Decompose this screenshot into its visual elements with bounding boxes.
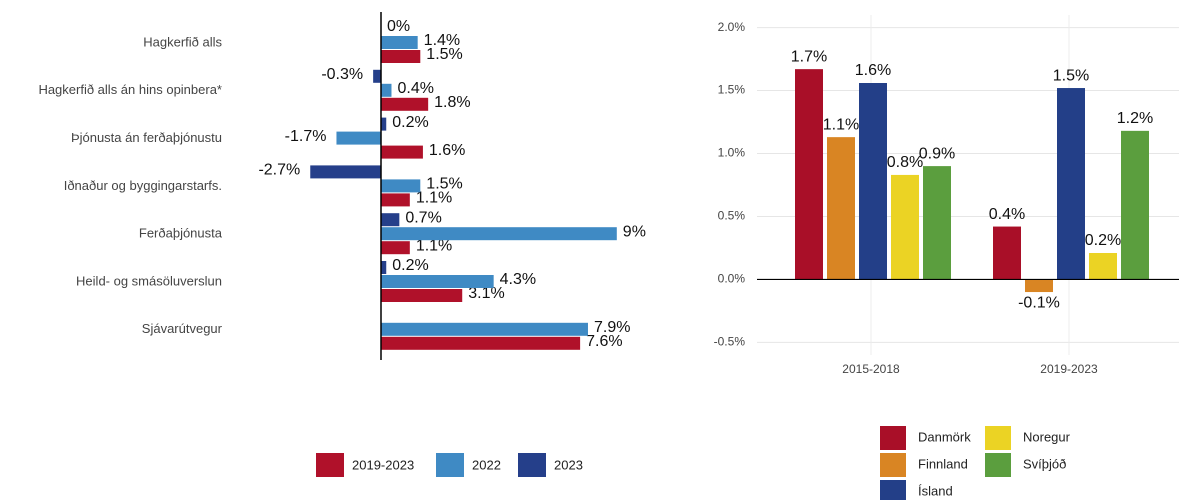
y-tick-label: 2.0% (718, 20, 746, 34)
bar (381, 50, 421, 63)
legend-swatch (985, 426, 1011, 450)
value-label: 0.7% (405, 209, 441, 226)
bar (381, 289, 463, 302)
bar (381, 322, 588, 336)
bar (381, 117, 387, 131)
value-label: -2.7% (258, 162, 300, 179)
value-label: 1.2% (1117, 110, 1153, 127)
legend-label: Svíþjóð (1023, 456, 1066, 471)
bar (827, 137, 855, 280)
legend-swatch (985, 453, 1011, 477)
category-label: Iðnaður og byggingarstarfs. (64, 178, 222, 193)
bar (993, 226, 1021, 280)
category-label: Þjónusta án ferðaþjónustu (71, 130, 222, 145)
value-label: 0.8% (887, 154, 923, 171)
category-label: Ferðaþjónusta (139, 226, 223, 241)
category-label: Hagkerfið alls án hins opinbera* (38, 82, 222, 97)
bar (381, 36, 418, 49)
legend-label: 2023 (554, 457, 583, 472)
legend-swatch (880, 426, 906, 450)
bar (381, 336, 581, 350)
legend-swatch (518, 453, 546, 477)
value-label: 0% (387, 18, 410, 35)
bar (795, 69, 823, 280)
bar (859, 83, 887, 280)
legend-swatch (436, 453, 464, 477)
value-label: 1.5% (1053, 67, 1089, 84)
bar (381, 213, 400, 227)
legend-label: Noregur (1023, 429, 1071, 444)
x-tick-label: 2019-2023 (1040, 362, 1098, 376)
value-label: -0.3% (321, 66, 363, 83)
bar (1025, 279, 1053, 293)
legend-swatch (880, 480, 906, 500)
value-label: 1.6% (429, 142, 465, 159)
value-label: 1.4% (424, 32, 460, 49)
bar (381, 261, 387, 274)
y-tick-label: 0.0% (718, 272, 746, 286)
bar (381, 179, 421, 193)
value-label: 0.9% (919, 145, 955, 162)
legend-label: Ísland (918, 483, 953, 498)
value-label: -1.7% (285, 128, 327, 145)
value-label: -0.1% (1018, 294, 1060, 311)
value-label: 7.6% (586, 333, 622, 350)
y-tick-label: 1.5% (718, 83, 746, 97)
bar (1089, 253, 1117, 280)
legend-label: Finnland (918, 456, 968, 471)
bar (923, 166, 951, 280)
bar (381, 193, 410, 207)
bar (381, 83, 392, 97)
value-label: 1.6% (855, 62, 891, 79)
bar (310, 165, 381, 179)
bar (336, 131, 381, 145)
value-label: 3.1% (468, 285, 504, 302)
bar (381, 275, 494, 288)
x-tick-label: 2015-2018 (842, 362, 900, 376)
value-label: 0.2% (392, 114, 428, 131)
value-label: 1.1% (416, 237, 452, 254)
value-label: 1.8% (434, 94, 470, 111)
value-label: 0.2% (1085, 232, 1121, 249)
value-label: 1.5% (426, 176, 462, 193)
bar (1057, 88, 1085, 280)
y-tick-label: -0.5% (714, 335, 746, 349)
legend-label: 2019-2023 (352, 457, 414, 472)
y-tick-label: 1.0% (718, 146, 746, 160)
category-label: Sjávarútvegur (142, 321, 223, 336)
value-label: 9% (623, 223, 646, 240)
value-label: 0.4% (397, 80, 433, 97)
bar (373, 69, 381, 83)
bar (1121, 130, 1149, 280)
y-tick-label: 0.5% (718, 209, 746, 223)
category-label: Heild- og smásöluverslun (76, 273, 222, 288)
value-label: 1.1% (823, 116, 859, 133)
category-label: Hagkerfið alls (143, 34, 222, 49)
legend-label: 2022 (472, 457, 501, 472)
legend-swatch (880, 453, 906, 477)
bar (381, 227, 617, 241)
value-label: 1.7% (791, 48, 827, 65)
bar (891, 174, 919, 280)
value-label: 0.4% (989, 206, 1025, 223)
bar (381, 97, 429, 111)
value-label: 4.3% (500, 271, 536, 288)
value-label: 0.2% (392, 257, 428, 274)
bar (381, 145, 423, 159)
value-label: 7.9% (594, 319, 630, 336)
bar (381, 241, 410, 255)
legend-label: Danmörk (918, 429, 971, 444)
value-label: 1.5% (426, 46, 462, 63)
legend-swatch (316, 453, 344, 477)
value-label: 1.1% (416, 190, 452, 207)
